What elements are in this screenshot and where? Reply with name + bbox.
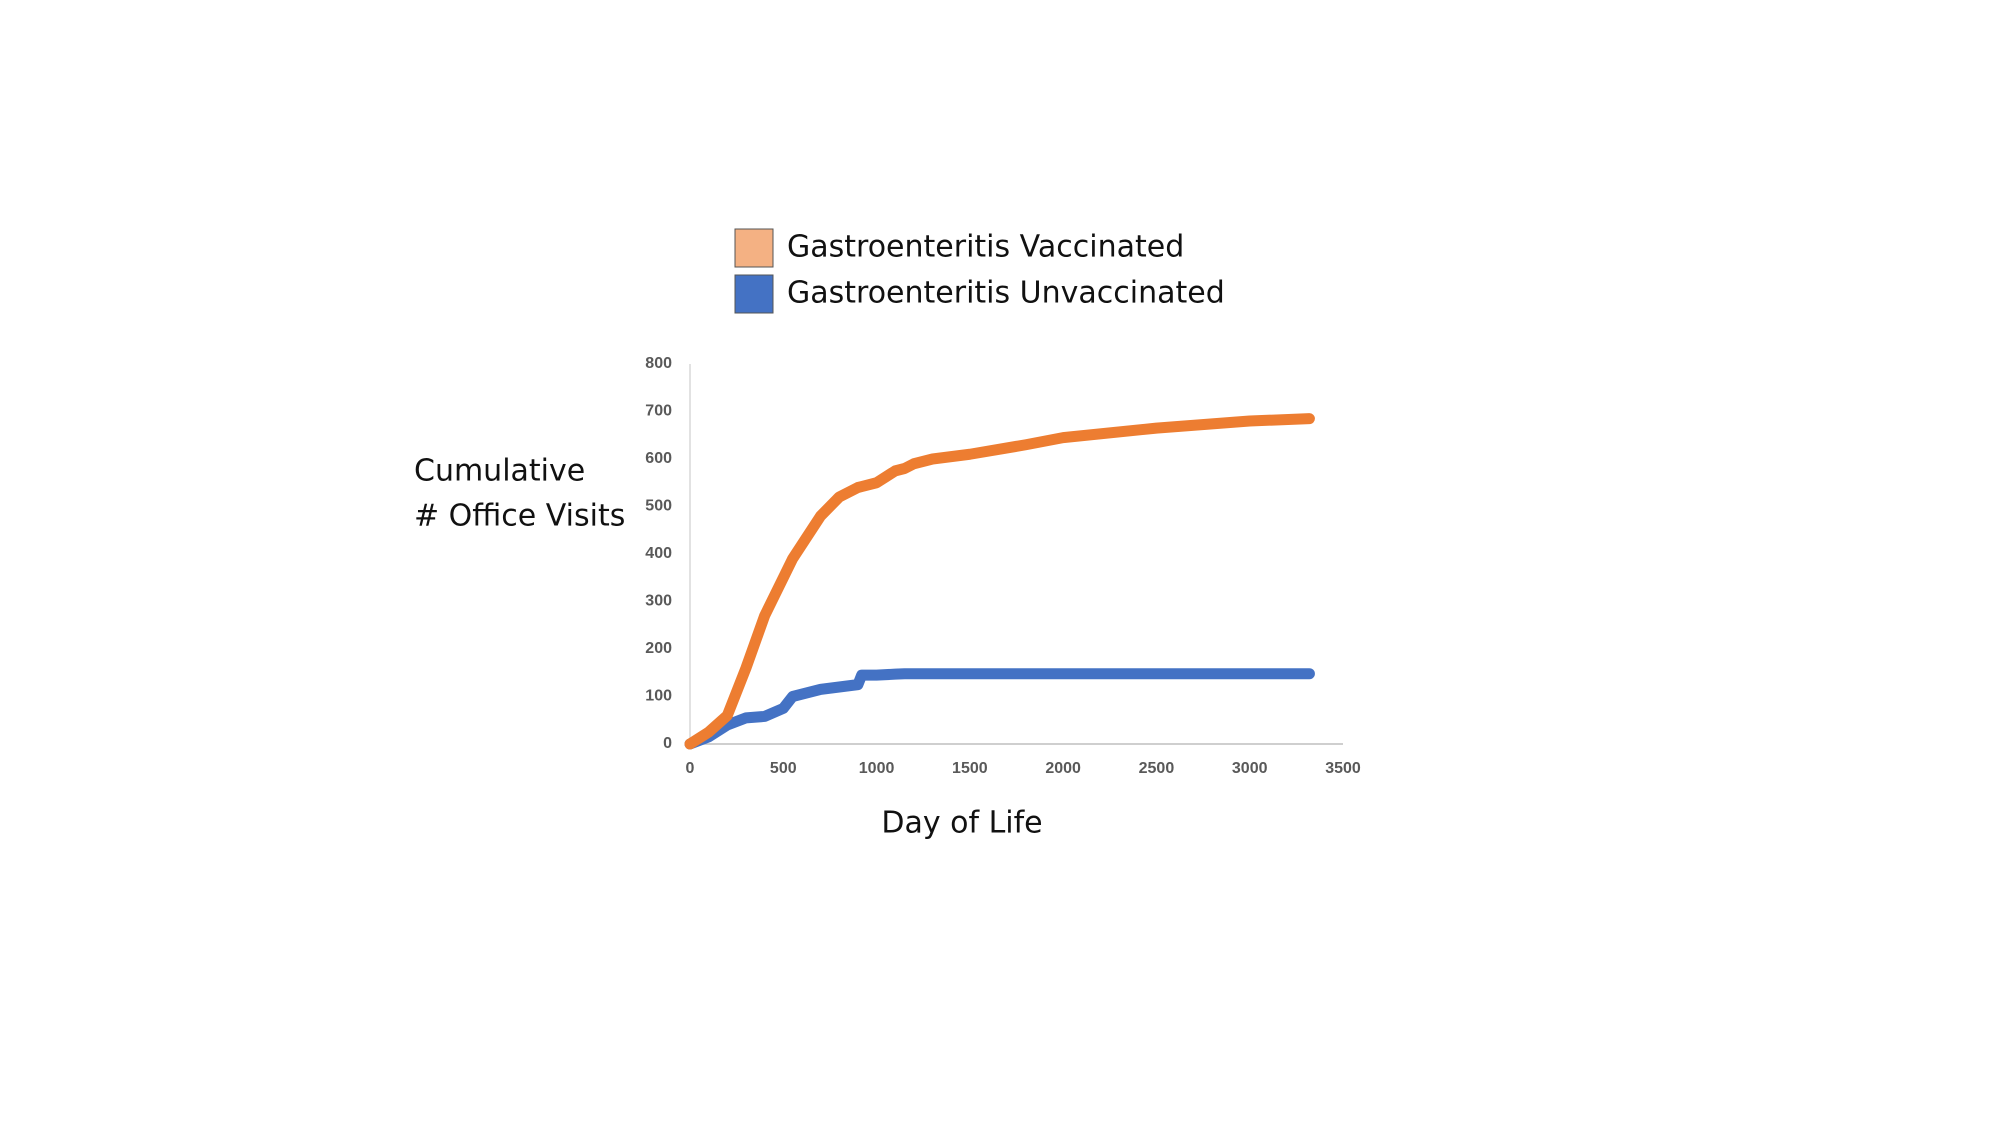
y-tick-label: 300: [645, 593, 672, 610]
x-tick-label: 1000: [859, 760, 895, 777]
y-tick-label: 200: [645, 640, 672, 657]
y-axis-label: Cumulative: [414, 454, 585, 489]
legend-swatch: [734, 274, 774, 314]
y-tick-label: 400: [645, 545, 672, 562]
x-tick-label: 3000: [1232, 760, 1268, 777]
x-tick-label: 500: [770, 760, 797, 777]
x-tick-label: 1500: [952, 760, 988, 777]
y-tick-label: 700: [645, 403, 672, 420]
legend-label: Gastroenteritis Vaccinated: [787, 230, 1184, 265]
x-tick-label: 2000: [1045, 760, 1081, 777]
y-tick-label: 100: [645, 688, 672, 705]
y-tick-label: 800: [645, 355, 672, 372]
x-tick-label: 3500: [1325, 760, 1361, 777]
y-axis-label: # Office Visits: [414, 499, 625, 534]
series-line: [684, 413, 1315, 750]
legend-swatch: [734, 228, 774, 268]
y-tick-label: 600: [645, 450, 672, 467]
y-tick-label: 500: [645, 498, 672, 515]
x-axis-label: Day of Life: [881, 806, 1042, 841]
x-tick-label: 2500: [1139, 760, 1175, 777]
y-tick-label: 0: [663, 735, 672, 752]
x-tick-label: 0: [686, 760, 695, 777]
legend-label: Gastroenteritis Unvaccinated: [787, 276, 1225, 311]
series-line: [684, 668, 1315, 750]
